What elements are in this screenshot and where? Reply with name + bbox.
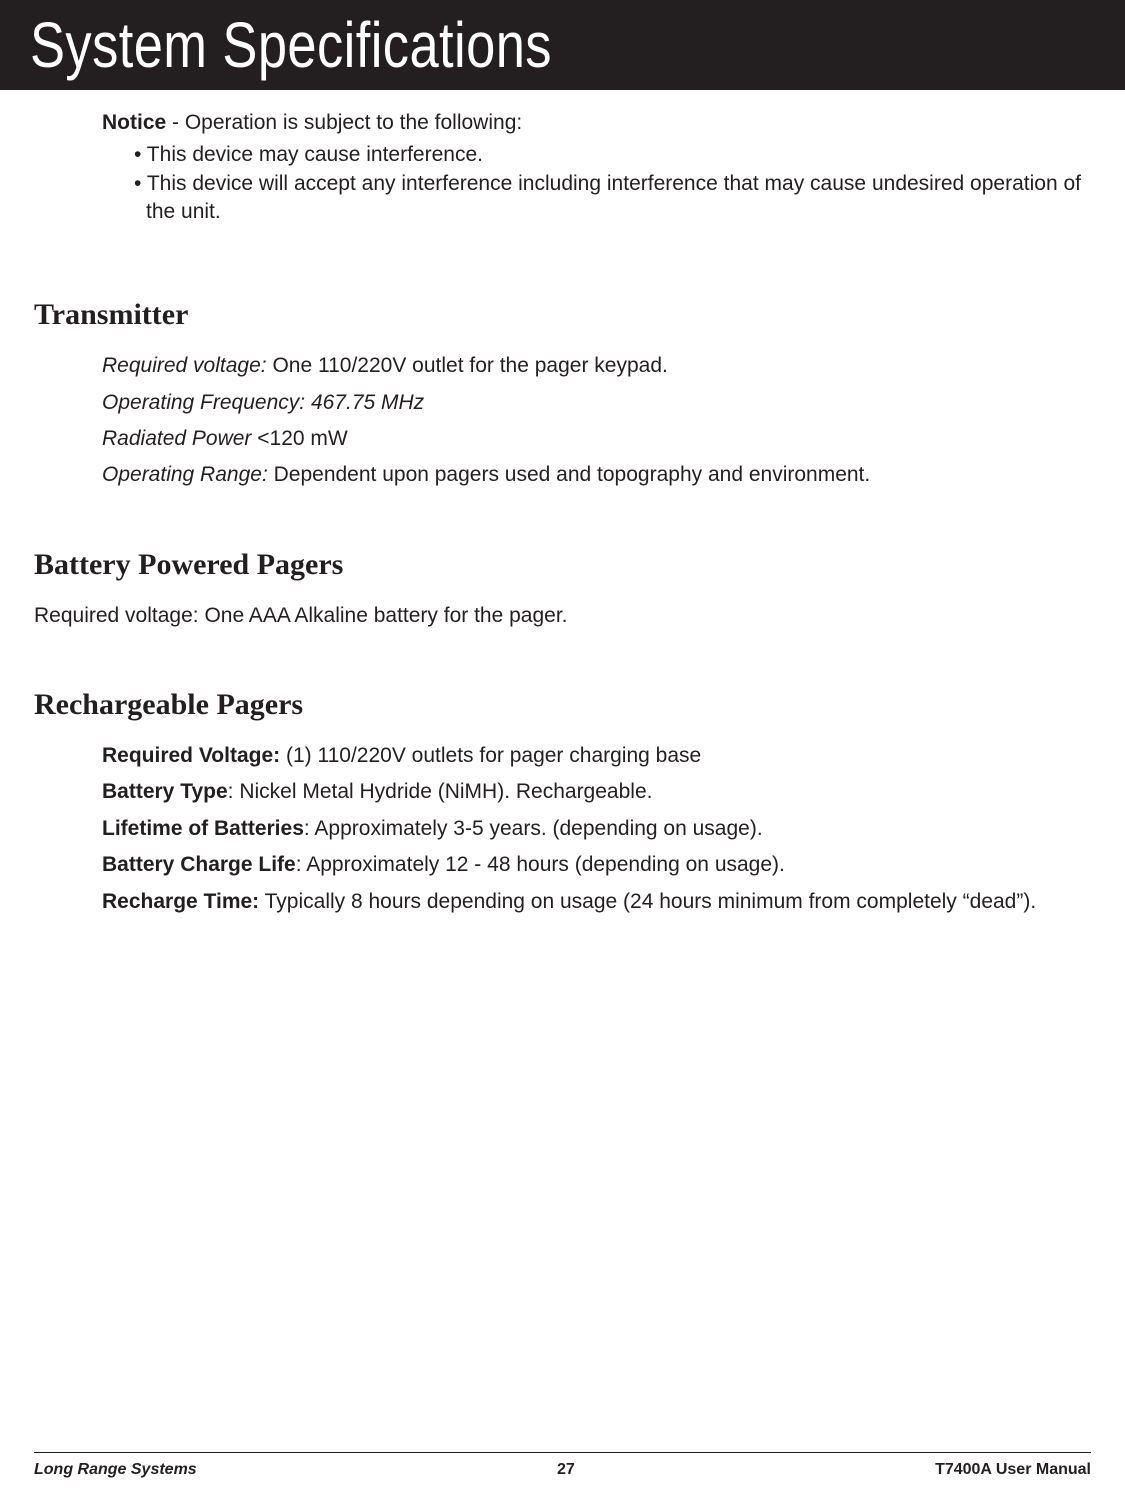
spec-label: Required Voltage:: [102, 744, 280, 767]
notice-list: • This device may cause interference. • …: [134, 141, 1081, 226]
spec-label: Operating Range:: [102, 463, 268, 486]
spec-line: Operating Range: Dependent upon pagers u…: [102, 461, 1091, 489]
spec-value: : Approximately 12 - 48 hours (depending…: [296, 853, 785, 876]
page-content: Notice - Operation is subject to the fol…: [0, 90, 1125, 916]
spec-line: Required Voltage: (1) 110/220V outlets f…: [102, 742, 1091, 770]
footer-left: Long Range Systems: [34, 1461, 197, 1479]
spec-line: Radiated Power <120 mW: [102, 425, 1091, 453]
page-banner: System Specifications: [0, 0, 1125, 90]
spec-value: : Nickel Metal Hydride (NiMH). Rechargea…: [228, 780, 653, 803]
spec-label: Battery Charge Life: [102, 853, 296, 876]
section-heading-battery-pagers: Battery Powered Pagers: [34, 548, 1091, 582]
spec-value: Typically 8 hours depending on usage (24…: [259, 890, 1036, 913]
spec-line: Recharge Time: Typically 8 hours dependi…: [102, 888, 1091, 916]
spec-value: Dependent upon pagers used and topograph…: [268, 463, 870, 486]
notice-block: Notice - Operation is subject to the fol…: [102, 108, 1081, 226]
page-footer: Long Range Systems 27 T7400A User Manual: [34, 1452, 1091, 1479]
transmitter-section: Transmitter Required voltage: One 110/22…: [34, 298, 1091, 489]
rechargeable-section: Rechargeable Pagers Required Voltage: (1…: [34, 688, 1091, 916]
spec-value: (1) 110/220V outlets for pager charging …: [280, 744, 701, 767]
page-title: System Specifications: [30, 8, 552, 82]
notice-lead: Notice - Operation is subject to the fol…: [102, 108, 1081, 137]
spec-label: Operating Frequency: 467.75 MHz: [102, 391, 424, 414]
spec-line: Battery Type: Nickel Metal Hydride (NiMH…: [102, 778, 1091, 806]
footer-page-number: 27: [557, 1461, 575, 1479]
footer-rule: [34, 1452, 1091, 1453]
notice-label: Notice: [102, 111, 166, 134]
spec-label: Battery Type: [102, 780, 228, 803]
spec-label: Lifetime of Batteries: [102, 817, 304, 840]
spec-value: : Approximately 3-5 years. (depending on…: [304, 817, 763, 840]
spec-label: Radiated Power: [102, 427, 257, 450]
section-heading-rechargeable: Rechargeable Pagers: [34, 688, 1091, 722]
spec-value: One 110/220V outlet for the pager keypad…: [267, 354, 668, 377]
spec-line: Operating Frequency: 467.75 MHz: [102, 389, 1091, 417]
spec-line: Required voltage: One 110/220V outlet fo…: [102, 352, 1091, 380]
spec-line: Lifetime of Batteries: Approximately 3-5…: [102, 815, 1091, 843]
spec-line: Battery Charge Life: Approximately 12 - …: [102, 851, 1091, 879]
section-heading-transmitter: Transmitter: [34, 298, 1091, 332]
battery-pagers-body: Required voltage: One AAA Alkaline batte…: [34, 602, 1091, 630]
spec-label: Required voltage:: [102, 354, 267, 377]
footer-right: T7400A User Manual: [935, 1461, 1091, 1479]
footer-row: Long Range Systems 27 T7400A User Manual: [34, 1461, 1091, 1479]
spec-label: Recharge Time:: [102, 890, 259, 913]
spec-value: <120 mW: [257, 427, 347, 450]
battery-pagers-section: Battery Powered Pagers Required voltage:…: [34, 548, 1091, 630]
notice-item: • This device may cause interference.: [134, 141, 1081, 169]
notice-lead-text: - Operation is subject to the following:: [166, 111, 522, 134]
notice-item: • This device will accept any interferen…: [134, 170, 1081, 227]
